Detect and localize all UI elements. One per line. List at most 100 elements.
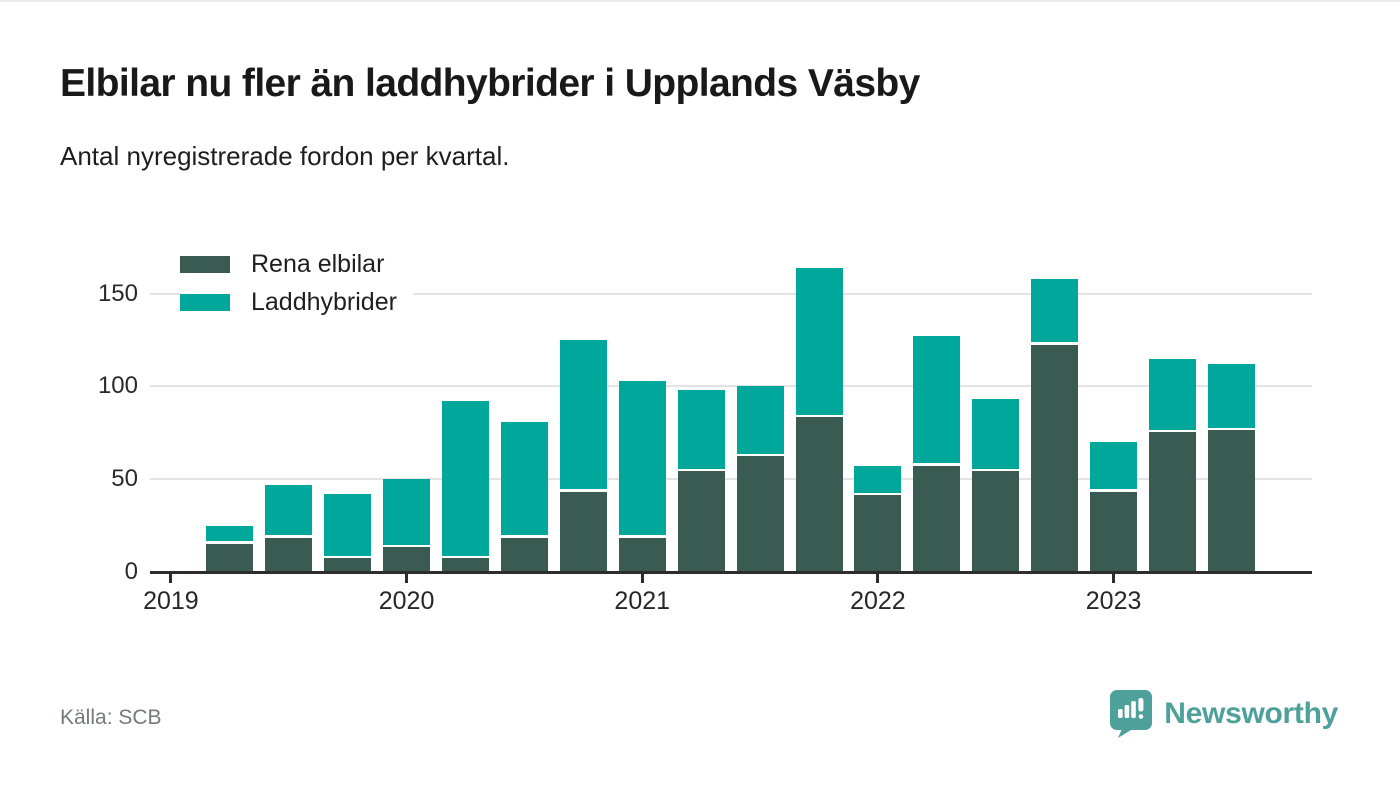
- bar-segment-rena-elbilar: [677, 469, 725, 572]
- bar-segment-separator: [1149, 429, 1197, 433]
- bar-segment-laddhybrider: [972, 399, 1020, 470]
- y-tick-label-0: 0: [124, 558, 138, 585]
- x-tick-2019: [169, 574, 173, 583]
- gridline-50: [150, 478, 1312, 481]
- bar-segment-laddhybrider: [559, 340, 607, 491]
- bar-segment-separator: [1090, 489, 1138, 492]
- page-subtitle: Antal nyregistrerade fordon per kvartal.: [60, 141, 510, 171]
- bar-segment-separator: [736, 453, 784, 457]
- x-axis-line: [150, 571, 1312, 574]
- bar-segment-separator: [972, 468, 1020, 472]
- bar-segment-rena-elbilar: [854, 494, 902, 572]
- source-label: Källa: SCB: [60, 706, 162, 729]
- bar-2022-q1: [854, 466, 902, 572]
- page-title: Elbilar nu fler än laddhybrider i Upplan…: [60, 62, 920, 105]
- bar-segment-laddhybrider: [736, 386, 784, 456]
- x-tick-label-2019: 2019: [143, 587, 199, 615]
- x-tick-2022: [876, 574, 880, 583]
- bar-segment-rena-elbilar: [500, 536, 548, 572]
- legend-item-laddhybrider: Laddhybrider: [180, 283, 413, 321]
- bar-segment-separator: [1207, 427, 1255, 431]
- bar-segment-rena-elbilar: [441, 557, 489, 572]
- bar-segment-rena-elbilar: [1090, 490, 1138, 572]
- bar-2021-q4: [795, 267, 843, 572]
- bar-2021-q1: [618, 380, 666, 572]
- bar-segment-separator: [795, 414, 843, 418]
- bar-segment-laddhybrider: [1031, 278, 1079, 344]
- bar-segment-laddhybrider: [618, 380, 666, 537]
- bar-segment-laddhybrider: [1090, 442, 1138, 491]
- bar-2021-q2: [677, 390, 725, 572]
- bar-segment-laddhybrider: [795, 267, 843, 417]
- bar-segment-laddhybrider: [913, 336, 961, 465]
- bar-segment-separator: [206, 541, 254, 544]
- legend-swatch-laddhybrider: [180, 293, 230, 311]
- bar-segment-rena-elbilar: [736, 455, 784, 572]
- bar-segment-laddhybrider: [1149, 358, 1197, 431]
- bar-segment-rena-elbilar: [972, 469, 1020, 572]
- legend-swatch-rena-elbilar: [180, 255, 230, 273]
- bar-segment-separator: [854, 492, 902, 496]
- bar-2022-q2: [913, 336, 961, 572]
- bar-segment-rena-elbilar: [206, 542, 254, 572]
- x-tick-2021: [640, 574, 644, 583]
- brand-name: Newsworthy: [1164, 697, 1338, 730]
- bar-2020-q1: [383, 479, 431, 572]
- x-tick-label-2023: 2023: [1085, 587, 1142, 615]
- bar-segment-separator: [1031, 342, 1079, 345]
- bar-2023-q3: [1207, 364, 1255, 572]
- bar-2019-q4: [324, 494, 372, 572]
- newsworthy-logo: Newsworthy: [1109, 689, 1338, 739]
- bar-segment-laddhybrider: [854, 466, 902, 495]
- bar-segment-separator: [265, 535, 313, 538]
- newsworthy-logo-icon: [1110, 690, 1153, 738]
- bar-segment-laddhybrider: [324, 494, 372, 558]
- legend-label-laddhybrider: Laddhybrider: [251, 287, 397, 316]
- bar-segment-separator: [913, 463, 961, 466]
- x-tick-label-2021: 2021: [614, 587, 671, 615]
- bar-2020-q2: [441, 401, 489, 572]
- y-tick-label-50: 50: [111, 465, 138, 493]
- bar-2020-q4: [559, 340, 607, 572]
- bar-segment-separator: [441, 555, 489, 559]
- legend-label-rena-elbilar: Rena elbilar: [251, 249, 385, 278]
- bar-segment-rena-elbilar: [559, 490, 607, 572]
- bar-segment-rena-elbilar: [795, 416, 843, 572]
- bar-segment-separator: [324, 555, 372, 559]
- bar-2023-q1: [1090, 442, 1138, 572]
- bar-segment-laddhybrider: [383, 479, 431, 547]
- bar-2019-q3: [265, 484, 313, 572]
- y-tick-label-150: 150: [97, 279, 138, 307]
- x-tick-2023: [1112, 574, 1116, 583]
- x-tick-2020: [405, 574, 409, 583]
- bar-2020-q3: [500, 421, 548, 572]
- bar-2023-q2: [1149, 358, 1197, 572]
- chart-legend: Rena elbilar Laddhybrider: [180, 245, 413, 321]
- bar-segment-rena-elbilar: [324, 557, 372, 572]
- bar-segment-separator: [500, 535, 548, 538]
- bar-segment-laddhybrider: [265, 484, 313, 537]
- bar-segment-rena-elbilar: [265, 536, 313, 572]
- x-tick-label-2020: 2020: [378, 587, 435, 615]
- bar-segment-separator: [677, 468, 725, 472]
- bar-segment-rena-elbilar: [1207, 429, 1255, 572]
- bar-segment-separator: [383, 544, 431, 548]
- bar-segment-laddhybrider: [1207, 364, 1255, 430]
- bar-segment-rena-elbilar: [618, 536, 666, 572]
- bar-segment-rena-elbilar: [1031, 343, 1079, 572]
- legend-item-rena-elbilar: Rena elbilar: [180, 245, 401, 283]
- gridline-150: [150, 292, 1312, 295]
- bar-2019-q2: [206, 525, 254, 572]
- bar-segment-rena-elbilar: [1149, 430, 1197, 572]
- bar-segment-laddhybrider: [677, 390, 725, 470]
- bar-segment-laddhybrider: [206, 525, 254, 543]
- bar-2022-q3: [972, 399, 1020, 572]
- bar-segment-separator: [559, 489, 607, 492]
- bar-segment-laddhybrider: [500, 421, 548, 537]
- bar-2021-q3: [736, 386, 784, 572]
- bar-segment-rena-elbilar: [913, 464, 961, 572]
- bar-segment-separator: [618, 535, 666, 538]
- bar-segment-rena-elbilar: [383, 546, 431, 572]
